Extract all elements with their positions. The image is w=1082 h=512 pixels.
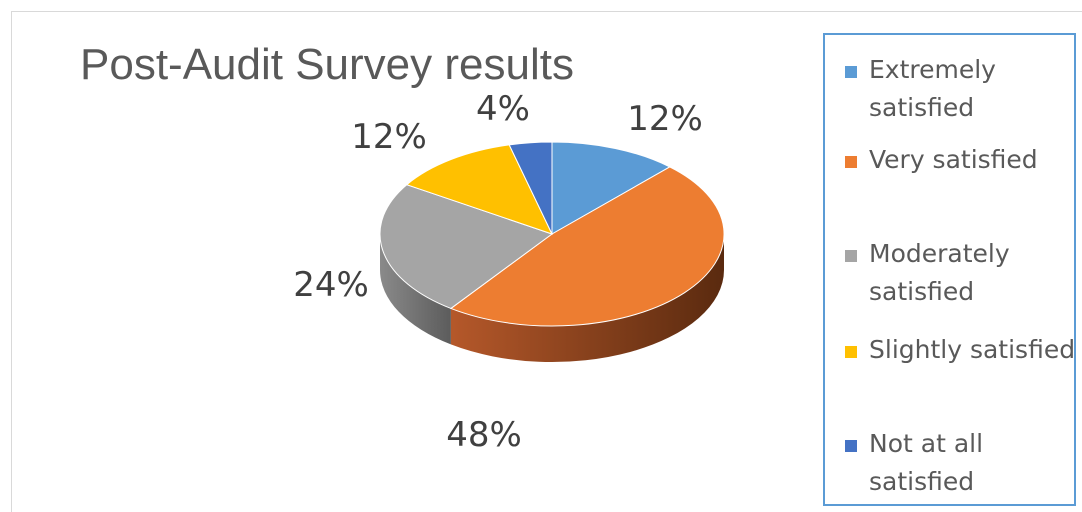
- legend-label: Slightly satisfied: [869, 335, 1076, 364]
- data-label: 4%: [476, 89, 530, 129]
- legend-swatch: [845, 156, 857, 168]
- pie-slice: [551, 141, 671, 235]
- data-label: 12%: [351, 117, 427, 157]
- chart-title: Post-Audit Survey results: [80, 40, 574, 89]
- pie-slice: [405, 144, 553, 235]
- legend-label: Very satisfied: [869, 145, 1038, 174]
- pie-slice-side: [380, 234, 451, 345]
- data-label: 24%: [293, 265, 369, 305]
- legend-label: Moderately satisfied: [869, 239, 1010, 306]
- pie-slice: [379, 184, 554, 309]
- pie-slice: [449, 166, 725, 327]
- legend-swatch: [845, 440, 857, 452]
- legend-swatch: [845, 66, 857, 78]
- pie-slice: [508, 141, 553, 235]
- data-label: 12%: [627, 99, 703, 139]
- legend-label: Extremely satisfied: [869, 55, 996, 122]
- pie-slice-side: [450, 234, 724, 363]
- legend-swatch: [845, 346, 857, 358]
- legend: Extremely satisfied Very satisfied Moder…: [823, 33, 1076, 506]
- data-label: 48%: [446, 415, 522, 455]
- legend-swatch: [845, 250, 857, 262]
- legend-label: Not at all satisfied: [869, 429, 984, 496]
